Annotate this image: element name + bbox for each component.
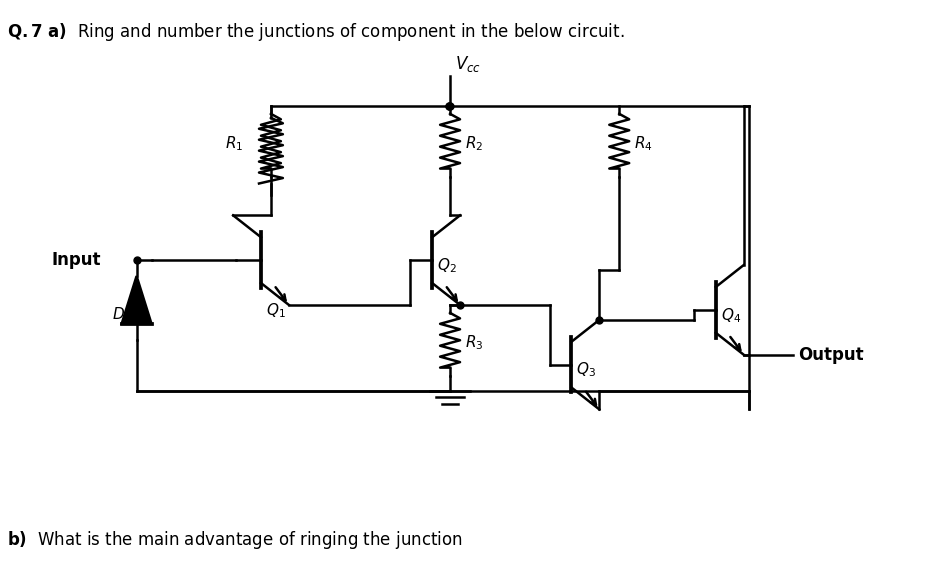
Text: Output: Output bbox=[798, 346, 864, 363]
Text: $R_2$: $R_2$ bbox=[465, 135, 483, 153]
Text: $Q_1$: $Q_1$ bbox=[266, 301, 286, 320]
Text: $R_3$: $R_3$ bbox=[465, 334, 484, 352]
Text: $D_1$: $D_1$ bbox=[112, 305, 132, 324]
Text: $\bf{Q.7\ a)}$  Ring and number the junctions of component in the below circuit.: $\bf{Q.7\ a)}$ Ring and number the junct… bbox=[7, 21, 625, 43]
Text: $R_4$: $R_4$ bbox=[634, 135, 653, 153]
Text: $Q_3$: $Q_3$ bbox=[577, 361, 596, 380]
Text: $Q_4$: $Q_4$ bbox=[721, 306, 741, 324]
Text: $V_{cc}$: $V_{cc}$ bbox=[455, 54, 481, 74]
Text: $Q_2$: $Q_2$ bbox=[438, 256, 457, 275]
Polygon shape bbox=[121, 276, 151, 324]
Text: Input: Input bbox=[52, 251, 101, 269]
Text: $\bf{b)}$  What is the main advantage of ringing the junction: $\bf{b)}$ What is the main advantage of … bbox=[7, 529, 463, 551]
Text: $R_1$: $R_1$ bbox=[224, 135, 243, 153]
